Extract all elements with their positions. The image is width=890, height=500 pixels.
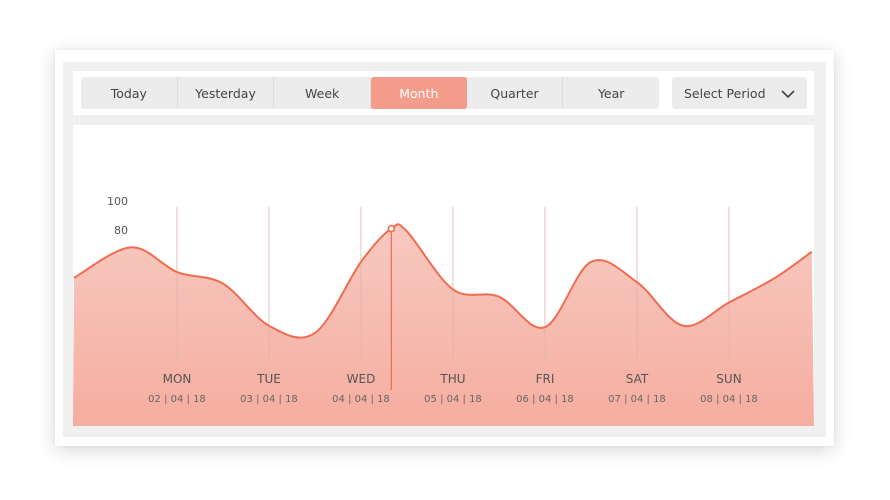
highlight-point[interactable] [387, 224, 396, 233]
x-day-label: MON [163, 372, 192, 386]
tab-today[interactable]: Today [81, 77, 178, 109]
x-date-label: 03 | 04 | 18 [240, 394, 298, 405]
x-date-label: 02 | 04 | 18 [148, 394, 206, 405]
x-date-label: 05 | 04 | 18 [424, 394, 482, 405]
x-day-label: SUN [716, 372, 741, 386]
x-date-label: 06 | 04 | 18 [516, 394, 574, 405]
chevron-down-icon [781, 87, 795, 102]
tab-month[interactable]: Month [371, 77, 467, 109]
tab-quarter[interactable]: Quarter [467, 77, 564, 109]
select-period-label: Select Period [684, 85, 766, 101]
x-day-label: TUE [256, 372, 281, 386]
x-date-label: 07 | 04 | 18 [608, 394, 666, 405]
dashboard-card: Today Yesterday Week Month Quarter Year Selec… [55, 50, 834, 446]
x-date-label: 08 | 04 | 18 [700, 394, 758, 405]
area-fill [73, 224, 814, 426]
y-tick-label: 100 [107, 195, 128, 208]
period-toolbar: Today Yesterday Week Month Quarter Year Selec… [73, 71, 814, 115]
tab-year[interactable]: Year [597, 85, 625, 101]
series-line [73, 223, 813, 339]
card-inner-panel: Today Yesterday Week Month Quarter Year Selec… [63, 62, 826, 437]
tab-week[interactable]: Week [274, 77, 372, 109]
y-tick-label: 80 [114, 224, 128, 237]
select-period-dropdown[interactable]: Select Period [672, 77, 807, 109]
period-tabs: Today Yesterday Week Month Quarter Year [81, 77, 659, 109]
x-date-label: 04 | 04 | 18 [332, 394, 390, 405]
x-day-label: SAT [626, 372, 649, 386]
x-day-label: WED [347, 372, 376, 386]
x-day-label: FRI [536, 372, 555, 386]
tab-yesterday[interactable]: Yesterday [178, 77, 275, 109]
x-day-label: THU [439, 372, 465, 386]
